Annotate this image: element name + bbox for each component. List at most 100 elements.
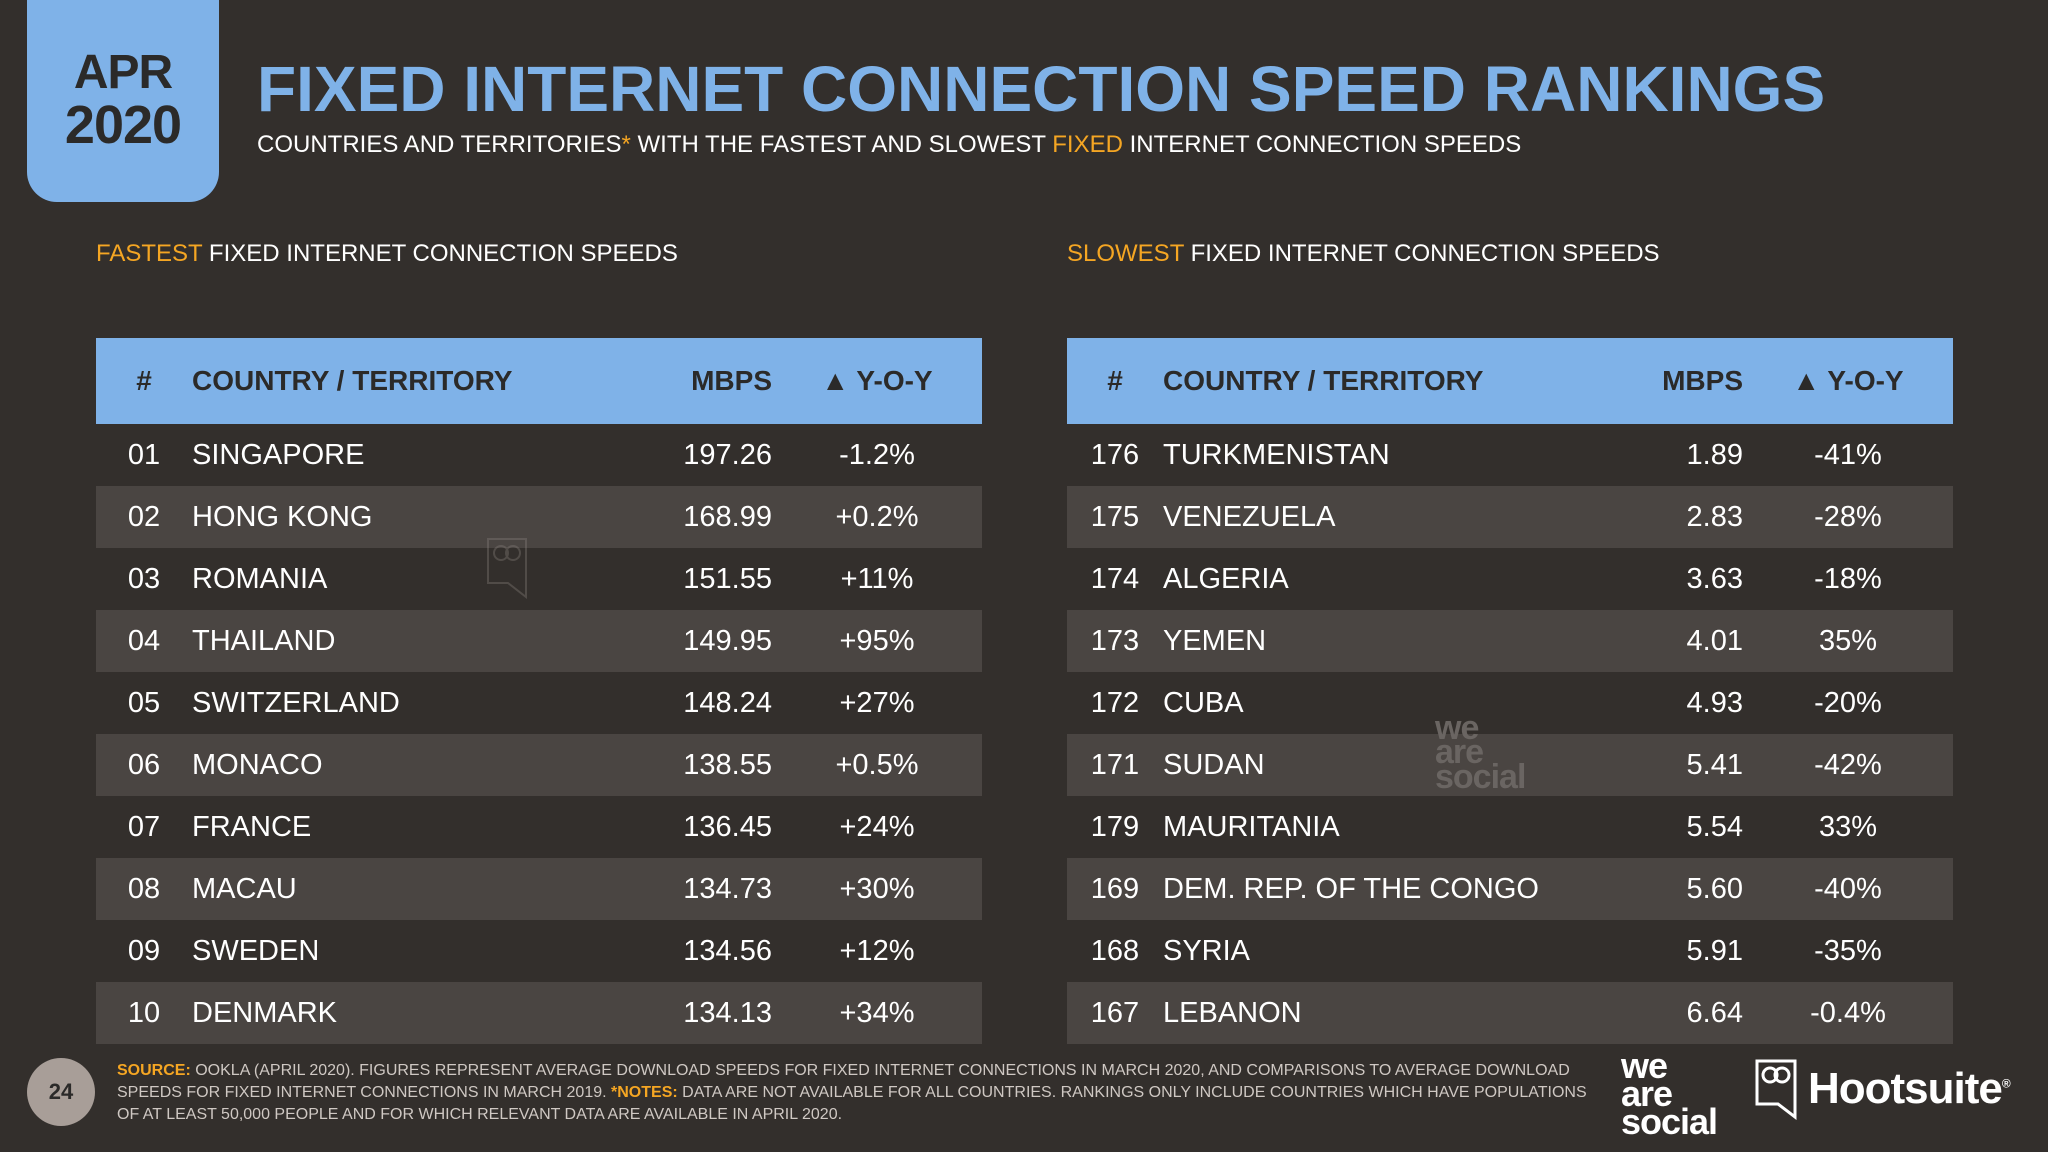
cell-rank: 167 (1090, 996, 1140, 1029)
cell-mbps: 138.55 (683, 748, 772, 781)
we-are-social-logo: we are social (1621, 1047, 1718, 1143)
cell-yoy: -20% (1814, 686, 1882, 719)
header-yoy: ▲ Y-O-Y (821, 365, 933, 396)
cell-mbps: 134.73 (683, 872, 772, 905)
cell-yoy: 35% (1818, 624, 1878, 657)
cell-country: MAURITANIA (1163, 810, 1340, 843)
subtitle-part3: INTERNET CONNECTION SPEEDS (1122, 131, 1522, 158)
table-row: 08 MACAU 134.73 +30% (96, 858, 982, 920)
date-badge: APR 2020 (27, 0, 219, 202)
cell-country: SWITZERLAND (192, 686, 400, 719)
table-row: 168 SYRIA 5.91 -35% (1067, 920, 1953, 982)
header-rank: # (1107, 365, 1123, 396)
hootsuite-reg: ® (2001, 1076, 2011, 1091)
cell-yoy: +24% (839, 810, 915, 843)
cell-yoy: -28% (1814, 500, 1882, 533)
logo-line2: are (1621, 1073, 1673, 1115)
cell-yoy: -18% (1814, 562, 1882, 595)
cell-rank: 174 (1090, 562, 1140, 595)
cell-mbps: 136.45 (683, 810, 772, 843)
cell-country: MACAU (192, 872, 297, 905)
cell-mbps: 5.41 (1686, 748, 1743, 781)
cell-country: SYRIA (1163, 934, 1251, 967)
cell-country: SWEDEN (192, 934, 320, 967)
source-text: OOKLA (APRIL 2020). FIGURES REPRESENT AV… (117, 1062, 1570, 1101)
watermark-line1: we (1435, 709, 1479, 747)
cell-mbps: 134.56 (683, 934, 772, 967)
cell-mbps: 134.13 (683, 996, 772, 1029)
page-subtitle: COUNTRIES AND TERRITORIES* WITH THE FAST… (257, 131, 1521, 159)
table-row: 167 LEBANON 6.64 -0.4% (1067, 982, 1953, 1044)
cell-mbps: 168.99 (683, 500, 772, 533)
table-row: 04 THAILAND 149.95 +95% (96, 610, 982, 672)
cell-rank: 168 (1090, 934, 1140, 967)
table-row: 174 ALGERIA 3.63 -18% (1067, 548, 1953, 610)
fastest-rows: 01 SINGAPORE 197.26 -1.2% 02 HONG KONG 168.99 +… (96, 424, 982, 1044)
cell-country: VENEZUELA (1163, 500, 1336, 533)
cell-mbps: 197.26 (683, 438, 772, 471)
cell-country: CUBA (1163, 686, 1244, 719)
hootsuite-text: Hootsuite (1808, 1064, 2003, 1113)
table-row: 10 DENMARK 134.13 +34% (96, 982, 982, 1044)
cell-yoy: +34% (839, 996, 915, 1029)
subtitle-highlight: FIXED (1052, 131, 1123, 158)
source-label: SOURCE: (117, 1062, 191, 1079)
cell-yoy: 33% (1818, 810, 1878, 843)
table-row: 172 CUBA 4.93 -20% (1067, 672, 1953, 734)
table-row: 171 SUDAN 5.41 -42% (1067, 734, 1953, 796)
logo-line3: social (1621, 1101, 1718, 1143)
cell-rank: 01 (127, 438, 161, 471)
header-country: COUNTRY / TERRITORY (192, 365, 513, 396)
cell-yoy: +12% (839, 934, 915, 967)
fastest-table: # COUNTRY / TERRITORY MBPS ▲ Y-O-Y 01 SIN… (96, 338, 982, 1044)
cell-yoy: +30% (839, 872, 915, 905)
slowest-title-rest: FIXED INTERNET CONNECTION SPEEDS (1183, 240, 1660, 267)
cell-rank: 171 (1090, 748, 1140, 781)
cell-rank: 07 (127, 810, 161, 843)
table-row: 06 MONACO 138.55 +0.5% (96, 734, 982, 796)
fastest-panel-title: FASTEST FIXED INTERNET CONNECTION SPEEDS (96, 240, 982, 296)
footnote: SOURCE: OOKLA (APRIL 2020). FIGURES REPR… (117, 1060, 1597, 1126)
subtitle-part1: COUNTRIES AND TERRITORIES (257, 131, 622, 158)
hootsuite-logo: Hootsuite® (1754, 1058, 2011, 1120)
fastest-title-highlight: FASTEST (96, 240, 203, 267)
slowest-rows: 176 TURKMENISTAN 1.89 -41% 175 VENEZUELA 2.83 -… (1067, 424, 1953, 1044)
cell-country: ROMANIA (192, 562, 328, 595)
header-yoy: ▲ Y-O-Y (1792, 365, 1904, 396)
cell-yoy: -42% (1814, 748, 1882, 781)
header-country: COUNTRY / TERRITORY (1163, 365, 1484, 396)
table-row: 169 DEM. REP. OF THE CONGO 5.60 -40% (1067, 858, 1953, 920)
slowest-title-highlight: SLOWEST (1067, 240, 1184, 267)
header-mbps: MBPS (1662, 365, 1743, 396)
table-row: 05 SWITZERLAND 148.24 +27% (96, 672, 982, 734)
cell-rank: 08 (127, 872, 161, 905)
cell-country: SINGAPORE (192, 438, 365, 471)
cell-rank: 04 (127, 624, 161, 657)
cell-mbps: 148.24 (683, 686, 772, 719)
table-row: 175 VENEZUELA 2.83 -28% (1067, 486, 1953, 548)
table-row: 01 SINGAPORE 197.26 -1.2% (96, 424, 982, 486)
fastest-panel: FASTEST FIXED INTERNET CONNECTION SPEEDS… (96, 240, 982, 1044)
date-month: APR (73, 45, 173, 99)
cell-mbps: 149.95 (683, 624, 772, 657)
cell-yoy: -0.4% (1810, 996, 1886, 1029)
cell-rank: 172 (1090, 686, 1140, 719)
watermark-line2: are (1435, 733, 1484, 772)
header-rank: # (136, 365, 152, 396)
watermark-line3: social (1435, 757, 1526, 796)
cell-rank: 176 (1090, 438, 1140, 471)
page-title: FIXED INTERNET CONNECTION SPEED RANKINGS (257, 53, 1826, 125)
cell-rank: 175 (1090, 500, 1140, 533)
cell-yoy: +95% (839, 624, 915, 657)
cell-country: LEBANON (1163, 996, 1302, 1029)
cell-rank: 169 (1090, 872, 1140, 905)
cell-yoy: +0.5% (835, 748, 919, 781)
cell-rank: 173 (1090, 624, 1140, 657)
cell-country: SUDAN (1163, 748, 1265, 781)
cell-rank: 179 (1090, 810, 1140, 843)
table-row: 179 MAURITANIA 5.54 33% (1067, 796, 1953, 858)
cell-yoy: +27% (839, 686, 915, 719)
cell-rank: 05 (127, 686, 161, 719)
notes-label: *NOTES: (611, 1084, 678, 1101)
cell-mbps: 5.91 (1686, 934, 1743, 967)
